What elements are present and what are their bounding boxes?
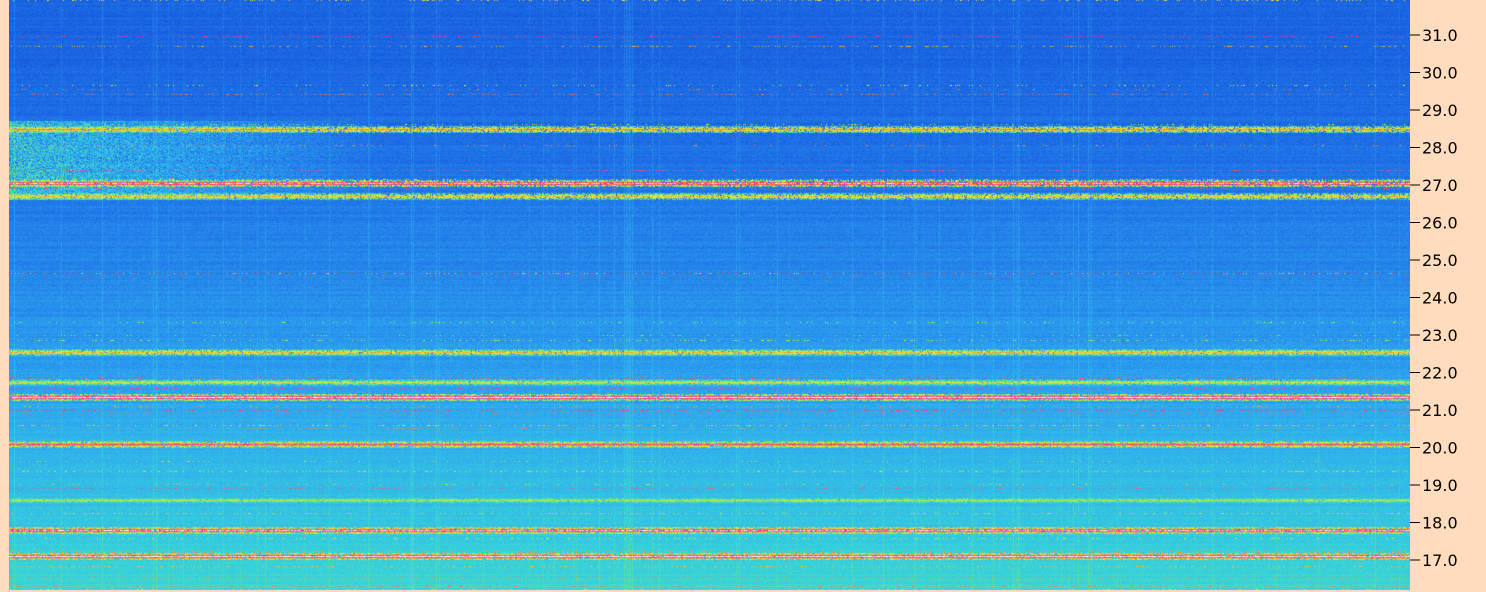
y-tick-label: 24.0: [1422, 289, 1458, 308]
y-tick-label: 18.0: [1422, 514, 1458, 533]
y-tick-label: 22.0: [1422, 364, 1458, 383]
y-tick-label: 29.0: [1422, 101, 1458, 120]
y-tick-label: 23.0: [1422, 326, 1458, 345]
spectrum-waterfall-heatmap: [9, 0, 1410, 590]
y-tick-label: 20.0: [1422, 439, 1458, 458]
y-tick-label: 17.0: [1422, 551, 1458, 570]
y-tick-label: 21.0: [1422, 401, 1458, 420]
frequency-axis: 31.0 30.0 29.0 28.0 27.0 26.0 25.0 24.0 23.0 22.0…: [1410, 26, 1458, 570]
y-tick-label: 27.0: [1422, 176, 1458, 195]
y-tick-label: 26.0: [1422, 214, 1458, 233]
y-tick-label: 30.0: [1422, 64, 1458, 83]
y-tick-label: 28.0: [1422, 139, 1458, 158]
y-tick-label: 31.0: [1422, 26, 1458, 45]
y-tick-label: 25.0: [1422, 251, 1458, 270]
y-tick-label: 19.0: [1422, 476, 1458, 495]
